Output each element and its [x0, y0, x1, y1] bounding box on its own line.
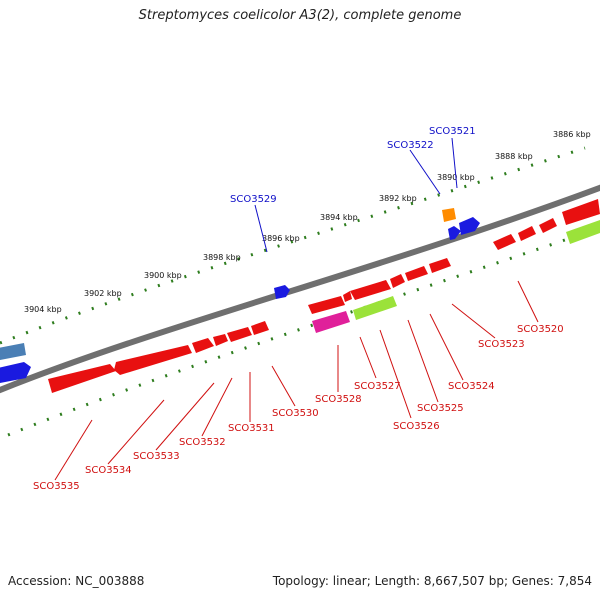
- gene-arrow[interactable]: [442, 208, 456, 222]
- lower-strand-genes: [48, 199, 600, 393]
- gene-label[interactable]: SCO3527: [354, 381, 401, 392]
- upper-strand-genes: [0, 208, 480, 383]
- scale-label: 3902 kbp: [84, 289, 122, 298]
- gene-label[interactable]: SCO3534: [85, 465, 132, 476]
- topology-value: linear: [332, 574, 367, 588]
- gene-label[interactable]: SCO3523: [478, 339, 525, 350]
- gene-arrow[interactable]: [459, 217, 480, 235]
- scale-label: 3894 kbp: [320, 213, 358, 222]
- gene-arrow[interactable]: [493, 234, 516, 250]
- gene-arrow[interactable]: [390, 274, 405, 288]
- gene-label[interactable]: SCO3526: [393, 421, 440, 432]
- gene-arrow[interactable]: [353, 296, 397, 320]
- gene-label[interactable]: SCO3524: [448, 381, 495, 392]
- gene-arrow[interactable]: [308, 296, 345, 314]
- gene-label[interactable]: SCO3522: [387, 140, 434, 151]
- gene-arrow[interactable]: [405, 266, 428, 281]
- gene-arrow[interactable]: [429, 258, 451, 273]
- gene-label[interactable]: SCO3520: [517, 324, 564, 335]
- gene-label[interactable]: SCO3521: [429, 126, 476, 137]
- gene-arrow[interactable]: [448, 226, 461, 240]
- gene-label[interactable]: SCO3525: [417, 403, 464, 414]
- length-label: Length:: [374, 574, 421, 588]
- scale-label: 3892 kbp: [379, 194, 417, 203]
- gene-arrow[interactable]: [539, 218, 557, 233]
- upper-strand-labels: SCO3529 SCO3522 SCO3521: [230, 126, 476, 253]
- gene-arrow[interactable]: [0, 343, 26, 360]
- gene-label[interactable]: SCO3533: [133, 451, 180, 462]
- gene-arrow[interactable]: [566, 220, 600, 244]
- gene-label[interactable]: SCO3531: [228, 423, 275, 434]
- gene-arrow[interactable]: [343, 291, 352, 302]
- genome-summary: Topology: linear; Length: 8,667,507 bp; …: [272, 574, 592, 588]
- gene-label[interactable]: SCO3535: [33, 481, 80, 492]
- accession-info: Accession: NC_003888: [8, 574, 144, 588]
- gene-arrow[interactable]: [251, 321, 269, 335]
- lower-scale-ticks: [7, 226, 600, 437]
- length-value: 8,667,507 bp: [423, 574, 504, 588]
- accession-value: NC_003888: [75, 574, 145, 588]
- scale-label: 3896 kbp: [262, 234, 300, 243]
- gene-label[interactable]: SCO3530: [272, 408, 319, 419]
- genes-label: Genes:: [511, 574, 554, 588]
- scale-label: 3904 kbp: [24, 305, 62, 314]
- gene-label[interactable]: SCO3532: [179, 437, 226, 448]
- gene-arrow[interactable]: [192, 338, 214, 353]
- gene-arrow[interactable]: [227, 327, 252, 342]
- gene-arrow[interactable]: [213, 334, 228, 346]
- scale-label: 3886 kbp: [553, 130, 591, 139]
- accession-label: Accession:: [8, 574, 72, 588]
- gene-arrow[interactable]: [48, 364, 116, 393]
- gene-arrow[interactable]: [518, 226, 536, 241]
- gene-arrow[interactable]: [562, 199, 600, 225]
- gene-label[interactable]: SCO3529: [230, 194, 277, 205]
- gene-arrow[interactable]: [114, 345, 192, 375]
- scale-label: 3898 kbp: [203, 253, 241, 262]
- gene-arrow[interactable]: [274, 285, 290, 299]
- gene-label[interactable]: SCO3528: [315, 394, 362, 405]
- topology-label: Topology:: [272, 574, 329, 588]
- gene-arrow[interactable]: [0, 362, 31, 383]
- gene-arrow[interactable]: [312, 311, 350, 333]
- genes-value: 7,854: [557, 574, 592, 588]
- map-title: Streptomyces coelicolor A3(2), complete …: [138, 8, 462, 23]
- gene-arrow[interactable]: [350, 280, 391, 300]
- scale-label: 3888 kbp: [495, 152, 533, 161]
- lower-strand-labels: SCO3535 SCO3534 SCO3533 SCO3532 SCO3531 …: [33, 280, 564, 492]
- scale-label: 3900 kbp: [144, 271, 182, 280]
